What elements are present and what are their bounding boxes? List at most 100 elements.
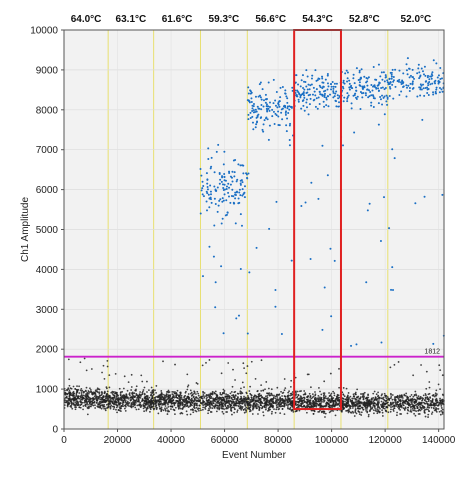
negative-droplet-point [92, 404, 95, 407]
negative-droplet-point [301, 399, 304, 402]
positive-droplet-point [365, 81, 368, 84]
positive-droplet-point [286, 105, 289, 108]
negative-droplet-point [436, 393, 438, 396]
negative-droplet-point [366, 404, 369, 406]
negative-droplet-point [393, 363, 396, 366]
negative-droplet-point [320, 398, 323, 401]
negative-droplet-point [368, 403, 371, 406]
negative-droplet-point [410, 409, 412, 411]
negative-droplet-point [174, 363, 176, 366]
positive-droplet-point [348, 82, 351, 85]
negative-droplet-point [381, 393, 383, 396]
negative-droplet-point [303, 393, 306, 396]
negative-droplet-point [77, 403, 80, 406]
positive-droplet-point [207, 147, 210, 150]
negative-droplet-point [184, 404, 187, 407]
negative-droplet-point [387, 401, 389, 404]
negative-droplet-point [185, 398, 187, 401]
negative-droplet-point [218, 399, 221, 401]
negative-droplet-point [65, 392, 67, 395]
negative-droplet-point [82, 390, 85, 393]
negative-droplet-point [104, 391, 106, 394]
negative-droplet-point [317, 398, 319, 401]
negative-droplet-point [93, 392, 96, 395]
negative-droplet-point [207, 398, 210, 401]
positive-droplet-point [330, 82, 333, 85]
positive-droplet-point [315, 88, 318, 91]
negative-droplet-point [349, 411, 352, 414]
negative-droplet-point [239, 400, 241, 403]
negative-droplet-point [170, 402, 173, 405]
negative-droplet-point [270, 400, 273, 403]
negative-droplet-point [230, 391, 233, 393]
positive-droplet-point [271, 115, 274, 118]
negative-droplet-point [289, 401, 292, 404]
negative-droplet-point [241, 399, 244, 402]
negative-droplet-point [235, 402, 238, 405]
negative-droplet-point [167, 389, 170, 392]
positive-droplet-point [210, 156, 213, 159]
negative-droplet-point [310, 397, 313, 400]
negative-droplet-point [397, 407, 400, 410]
positive-droplet-point [294, 81, 297, 84]
positive-droplet-point [240, 224, 243, 227]
negative-droplet-point [336, 403, 339, 406]
negative-droplet-point [357, 403, 360, 405]
positive-droplet-point [239, 267, 242, 270]
positive-droplet-point [346, 96, 349, 99]
negative-droplet-point [290, 379, 293, 382]
positive-droplet-point [214, 306, 217, 309]
negative-droplet-point [208, 405, 211, 408]
negative-droplet-point [264, 408, 267, 411]
negative-droplet-point [399, 399, 402, 401]
negative-droplet-point [256, 390, 259, 392]
positive-droplet-point [310, 83, 313, 86]
negative-droplet-point [166, 407, 168, 410]
negative-droplet-point [173, 404, 176, 407]
negative-droplet-point [205, 397, 208, 400]
negative-droplet-point [428, 386, 431, 389]
positive-droplet-point [352, 94, 355, 97]
negative-droplet-point [413, 407, 416, 410]
negative-droplet-point [85, 401, 87, 404]
positive-droplet-point [437, 82, 440, 85]
negative-droplet-point [401, 397, 404, 399]
negative-droplet-point [197, 398, 200, 400]
negative-droplet-point [190, 391, 193, 394]
negative-droplet-point [395, 403, 397, 406]
negative-droplet-point [124, 405, 127, 408]
positive-droplet-point [326, 74, 329, 77]
y-tick-label: 3000 [36, 305, 59, 316]
negative-droplet-point [173, 395, 175, 398]
negative-droplet-point [276, 403, 278, 406]
positive-droplet-point [288, 108, 291, 111]
negative-droplet-point [416, 402, 419, 405]
negative-droplet-point [108, 403, 110, 406]
negative-droplet-point [400, 413, 403, 415]
positive-droplet-point [254, 95, 257, 98]
positive-droplet-point [356, 95, 359, 98]
negative-droplet-point [139, 396, 142, 399]
negative-droplet-point [164, 409, 167, 412]
negative-droplet-point [232, 396, 235, 398]
y-tick-label: 10000 [30, 26, 58, 37]
negative-droplet-point [360, 393, 362, 395]
positive-droplet-point [275, 91, 278, 94]
negative-droplet-point [166, 402, 169, 405]
negative-droplet-point [235, 400, 237, 403]
negative-droplet-point [103, 405, 106, 408]
negative-droplet-point [160, 395, 163, 398]
negative-droplet-point [366, 405, 369, 408]
positive-droplet-point [330, 88, 333, 91]
positive-droplet-point [420, 88, 423, 91]
negative-droplet-point [139, 394, 142, 397]
positive-droplet-point [318, 103, 321, 106]
positive-droplet-point [213, 197, 216, 200]
positive-droplet-point [247, 92, 250, 95]
positive-droplet-point [264, 101, 267, 104]
negative-droplet-point [177, 394, 179, 397]
negative-droplet-point [243, 401, 246, 404]
negative-droplet-point [424, 396, 427, 399]
negative-droplet-point [108, 374, 111, 377]
negative-droplet-point [264, 402, 267, 405]
